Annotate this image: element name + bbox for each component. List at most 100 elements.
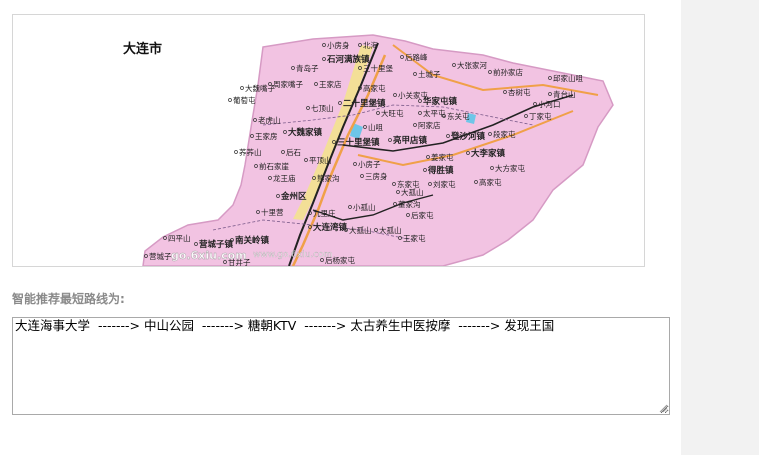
place-marker-icon bbox=[413, 72, 417, 76]
map-place-label: 高家屯 bbox=[363, 83, 386, 93]
place-marker-icon bbox=[308, 225, 312, 229]
place-marker-icon bbox=[490, 166, 494, 170]
district-border bbox=[262, 104, 534, 126]
map-place-label: 登沙河镇 bbox=[450, 131, 486, 142]
place-marker-icon bbox=[194, 242, 198, 246]
place-marker-icon bbox=[234, 150, 238, 154]
place-marker-icon bbox=[446, 134, 450, 138]
map-place-label: 大方家屯 bbox=[495, 163, 525, 173]
place-marker-icon bbox=[452, 63, 456, 67]
map-place-label: 杏树屯 bbox=[508, 87, 531, 97]
map-place-label: 小关家屯 bbox=[398, 90, 428, 100]
place-marker-icon bbox=[344, 228, 348, 232]
place-marker-icon bbox=[276, 194, 280, 198]
place-marker-icon bbox=[291, 66, 295, 70]
map-place-label: 后家屯 bbox=[411, 210, 434, 220]
place-marker-icon bbox=[358, 66, 362, 70]
place-marker-icon bbox=[163, 236, 167, 240]
place-marker-icon bbox=[393, 202, 397, 206]
place-marker-icon bbox=[314, 82, 318, 86]
place-marker-icon bbox=[426, 155, 430, 159]
resize-grip-icon[interactable] bbox=[659, 404, 668, 413]
place-marker-icon bbox=[358, 86, 362, 90]
map-place-label: 高家屯 bbox=[479, 177, 502, 187]
map-place-label: 四平山 bbox=[168, 233, 191, 243]
place-marker-icon bbox=[223, 260, 227, 264]
map-place-label: 东关屯 bbox=[447, 111, 470, 121]
railway bbox=[342, 94, 574, 152]
highway bbox=[392, 44, 599, 96]
map-place-label: 南关岭镇 bbox=[235, 235, 270, 246]
map-place-label: 后杨家屯 bbox=[325, 255, 355, 265]
right-side-panel bbox=[681, 0, 759, 455]
map-place-label: 华家屯镇 bbox=[423, 96, 458, 107]
map-place-label: 小孤山 bbox=[353, 202, 376, 212]
place-marker-icon bbox=[281, 150, 285, 154]
place-marker-icon bbox=[398, 236, 402, 240]
place-marker-icon bbox=[353, 162, 357, 166]
map-place-label: 荞荞山 bbox=[239, 147, 262, 157]
place-marker-icon bbox=[332, 140, 336, 144]
map-place-label: 东家屯 bbox=[397, 179, 420, 189]
place-marker-icon bbox=[360, 174, 364, 178]
railway bbox=[312, 194, 434, 221]
place-marker-icon bbox=[240, 86, 244, 90]
place-marker-icon bbox=[283, 130, 287, 134]
place-marker-icon bbox=[338, 101, 342, 105]
place-marker-icon bbox=[253, 118, 257, 122]
place-marker-icon bbox=[400, 55, 404, 59]
map-place-label: 二十里堡镇 bbox=[343, 98, 386, 109]
map-place-label: 小房子 bbox=[358, 159, 381, 169]
map-place-label: 大旺屯 bbox=[381, 108, 404, 118]
place-marker-icon bbox=[548, 92, 552, 96]
map-place-label: 太平屯 bbox=[423, 108, 446, 118]
map-place-label: 大连湾镇 bbox=[313, 222, 348, 233]
place-marker-icon bbox=[418, 99, 422, 103]
map-place-label: 大孤山 bbox=[379, 225, 402, 235]
map-place-label: 王家屯 bbox=[403, 233, 426, 243]
place-marker-icon bbox=[256, 210, 260, 214]
map-place-label: 后路峰 bbox=[405, 52, 428, 62]
map-place-label: 邱家山咀 bbox=[553, 73, 583, 83]
place-marker-icon bbox=[268, 82, 272, 86]
place-marker-icon bbox=[406, 213, 410, 217]
map-place-label: 平顶山 bbox=[309, 155, 332, 165]
place-marker-icon bbox=[348, 205, 352, 209]
place-marker-icon bbox=[474, 180, 478, 184]
map-place-label: 大孤山 bbox=[401, 187, 424, 197]
place-marker-icon bbox=[488, 70, 492, 74]
map-place-label: 熊家沟 bbox=[317, 173, 340, 183]
map-place-label: 七顶山 bbox=[311, 103, 334, 113]
map-place-label: 周家嘴子 bbox=[273, 79, 303, 89]
place-marker-icon bbox=[442, 114, 446, 118]
place-marker-icon bbox=[306, 106, 310, 110]
place-marker-icon bbox=[254, 164, 258, 168]
place-marker-icon bbox=[230, 238, 234, 242]
map-place-label: 王家房 bbox=[255, 131, 278, 141]
map-place-label: 九里庄 bbox=[313, 208, 336, 218]
map-place-label: 三房身 bbox=[365, 171, 388, 181]
place-marker-icon bbox=[374, 228, 378, 232]
map-place-label: 三十里堡 bbox=[363, 63, 393, 73]
map-place-label: 青岛子 bbox=[296, 63, 319, 73]
map-place-label: 小房身 bbox=[327, 40, 350, 50]
place-marker-icon bbox=[320, 258, 324, 262]
place-marker-icon bbox=[144, 254, 148, 258]
railway bbox=[288, 42, 379, 266]
map-place-label: 石河满族镇 bbox=[326, 54, 370, 65]
map-place-label: 葡萄屯 bbox=[233, 95, 256, 105]
place-marker-icon bbox=[363, 125, 367, 129]
map-place-label: 阿家店 bbox=[418, 120, 441, 130]
shortest-route-textarea[interactable]: 大连海事大学 -------> 中山公园 -------> 糖朝KTV ----… bbox=[12, 317, 670, 415]
map-place-label: 金州区 bbox=[280, 191, 307, 202]
place-marker-icon bbox=[392, 182, 396, 186]
map-place-label: 土城子 bbox=[418, 69, 441, 79]
place-marker-icon bbox=[268, 176, 272, 180]
map-place-label: 大魏家镇 bbox=[288, 127, 323, 138]
district-border bbox=[212, 219, 414, 241]
map-place-label: 龙王庙 bbox=[273, 173, 296, 183]
map-place-label: 北海 bbox=[363, 40, 378, 50]
reservoir bbox=[466, 113, 476, 124]
map-watermark: go.6xiu.com bbox=[171, 249, 247, 262]
